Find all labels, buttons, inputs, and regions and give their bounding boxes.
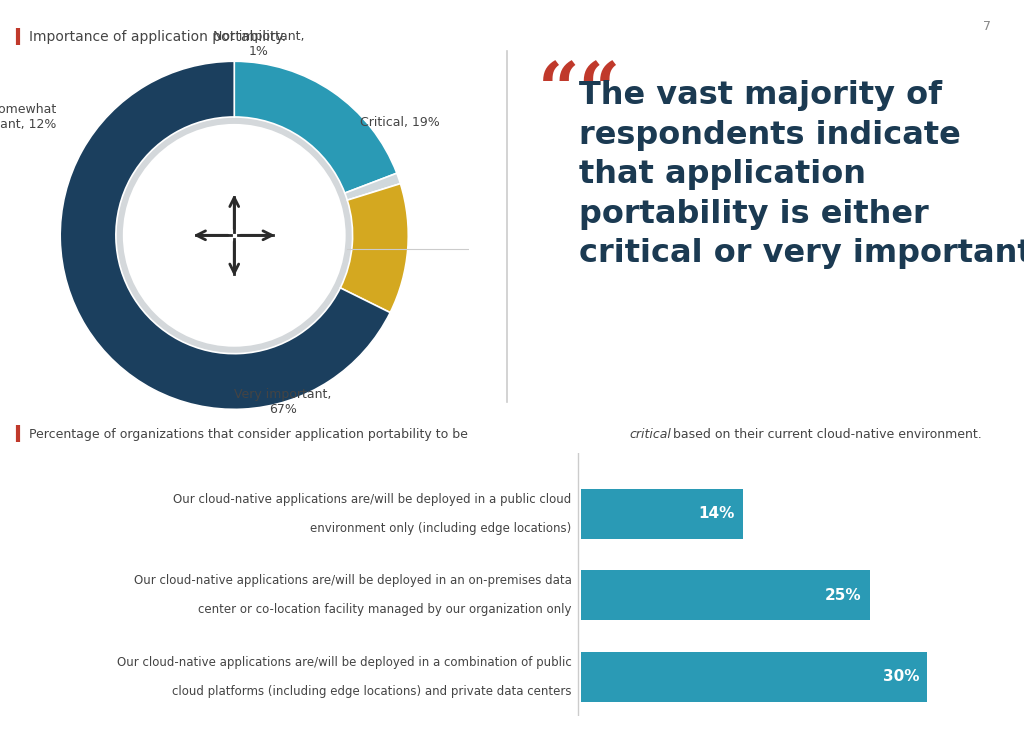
- Bar: [582, 489, 742, 539]
- Text: 30%: 30%: [883, 670, 920, 684]
- Text: Importance of application portability.: Importance of application portability.: [29, 29, 286, 44]
- Wedge shape: [234, 61, 397, 193]
- Text: critical: critical: [630, 428, 672, 442]
- Text: Critical, 19%: Critical, 19%: [359, 115, 439, 129]
- Text: 14%: 14%: [698, 507, 735, 521]
- Text: Our cloud-native applications are/will be deployed in a public cloud: Our cloud-native applications are/will b…: [173, 493, 571, 506]
- Text: Not important,
1%: Not important, 1%: [213, 30, 304, 58]
- Text: center or co-location facility managed by our organization only: center or co-location facility managed b…: [198, 603, 571, 616]
- Wedge shape: [340, 183, 409, 313]
- Wedge shape: [60, 61, 390, 409]
- Text: Our cloud-native applications are/will be deployed in a combination of public: Our cloud-native applications are/will b…: [117, 656, 571, 669]
- Bar: [582, 652, 928, 702]
- Wedge shape: [345, 173, 400, 200]
- Text: Our cloud-native applications are/will be deployed in an on-premises data: Our cloud-native applications are/will b…: [133, 575, 571, 587]
- Bar: [582, 570, 869, 621]
- Text: Very important,
67%: Very important, 67%: [234, 388, 332, 417]
- Text: Somewhat
important, 12%: Somewhat important, 12%: [0, 103, 56, 131]
- Circle shape: [172, 173, 297, 298]
- Text: 25%: 25%: [825, 588, 862, 603]
- Text: ““: ““: [538, 58, 621, 129]
- Text: The vast majority of
respondents indicate
that application
portability is either: The vast majority of respondents indicat…: [579, 80, 1024, 269]
- Text: environment only (including edge locations): environment only (including edge locatio…: [310, 522, 571, 534]
- Text: Percentage of organizations that consider application portability to be: Percentage of organizations that conside…: [29, 428, 471, 442]
- Text: based on their current cloud-native environment.: based on their current cloud-native envi…: [669, 428, 982, 442]
- Text: 7: 7: [983, 20, 991, 34]
- Text: cloud platforms (including edge locations) and private data centers: cloud platforms (including edge location…: [172, 685, 571, 698]
